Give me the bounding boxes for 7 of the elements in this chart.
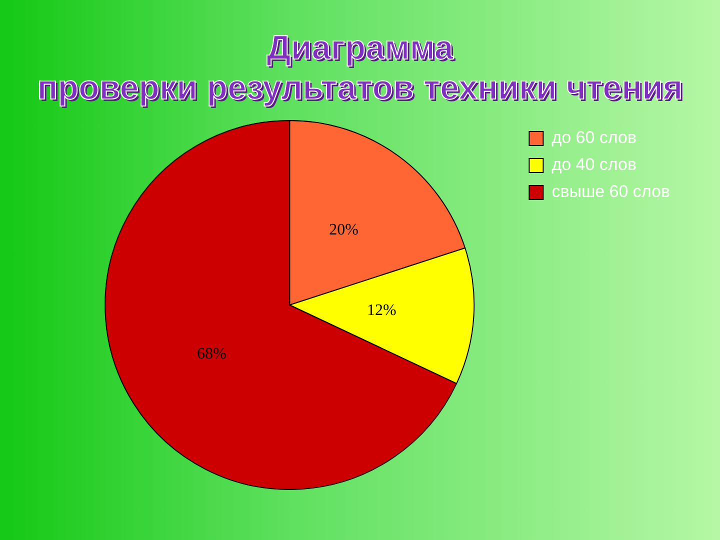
- data-label: 68%: [197, 346, 226, 363]
- legend-label: свыше 60 слов: [552, 182, 670, 202]
- legend-label: до 40 слов: [552, 155, 637, 174]
- chart-title: Диаграмма проверки результатов техники чтения: [36, 28, 684, 108]
- data-label: 20%: [329, 222, 358, 239]
- data-label: 12%: [367, 302, 396, 319]
- legend-label: до 60 слов: [552, 128, 637, 148]
